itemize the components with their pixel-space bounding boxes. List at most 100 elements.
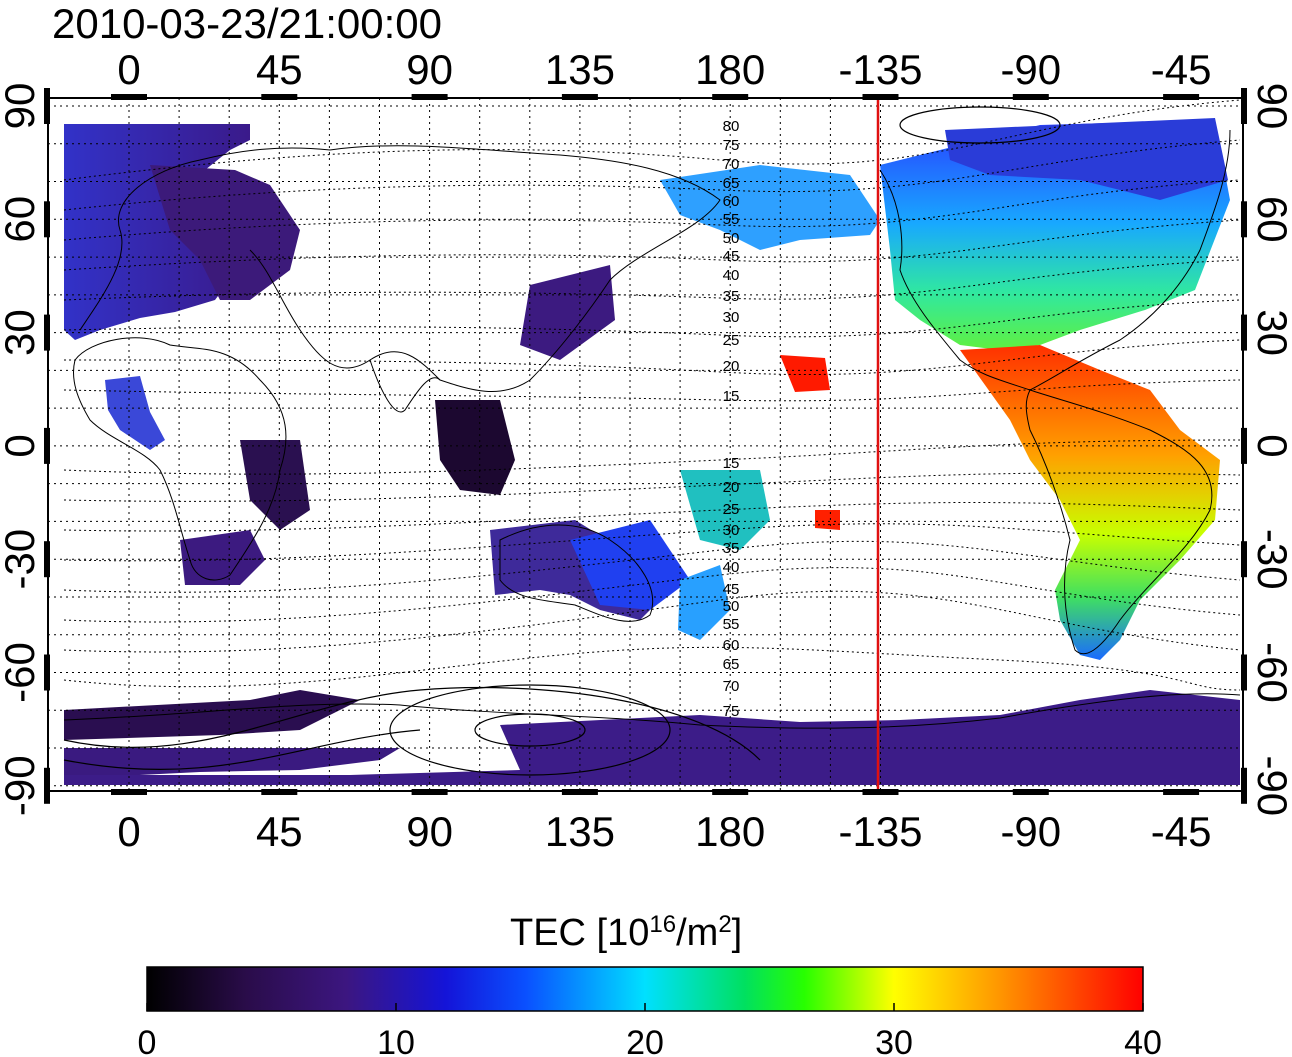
tick-mark — [44, 88, 50, 124]
colorbar-tick-label: 10 — [377, 1024, 415, 1057]
tec-patch-west-africa — [105, 376, 165, 450]
lon-tick-label-top: 180 — [695, 46, 765, 93]
coastline-africa — [72, 337, 287, 581]
lon-tick-label-top: -135 — [838, 46, 922, 93]
contour-label: 70 — [723, 678, 740, 695]
tick-mark — [44, 654, 50, 691]
coastlines — [63, 129, 1241, 729]
graticule — [48, 98, 1243, 791]
tec-data-layer — [64, 118, 1240, 785]
tec-patch-pacific — [680, 470, 770, 550]
tick-mark — [1241, 201, 1247, 238]
tick-mark — [44, 314, 50, 351]
contour-label: 40 — [723, 559, 740, 576]
lat-tick-label-left: -60 — [0, 642, 43, 703]
magnetic-contour — [63, 502, 1241, 532]
lat-tick-label-left: -90 — [0, 755, 43, 816]
tec-patch-east-africa — [240, 440, 310, 530]
lon-tick-label-bottom: 0 — [117, 808, 140, 855]
contour-labels: 8075706560555045403530252015152025303540… — [723, 118, 740, 720]
tick-mark — [1241, 541, 1247, 578]
contour-label: 50 — [723, 230, 740, 247]
tick-mark — [1163, 94, 1200, 100]
colorbar-gradient — [146, 966, 1144, 1012]
map-title: 2010-03-23/21:00:00 — [52, 0, 442, 47]
tick-mark — [1163, 789, 1200, 795]
tick-mark — [411, 789, 448, 795]
lat-tick-label-left: -30 — [0, 529, 43, 590]
tick-mark — [111, 789, 147, 795]
tick-mark — [1241, 88, 1247, 124]
north-pole-ring — [899, 106, 1061, 144]
contour-label: 25 — [723, 332, 740, 349]
magnetic-contour — [63, 99, 1241, 181]
lon-tick-label-top: -90 — [1000, 46, 1061, 93]
tick-mark — [1241, 654, 1247, 691]
contour-label: 15 — [723, 388, 740, 405]
pole-ring — [389, 684, 671, 776]
contour-label: 75 — [723, 703, 740, 720]
pole-ring — [474, 713, 586, 747]
magnetic-contour — [63, 179, 1241, 241]
lat-tick-label-right: 30 — [1249, 309, 1292, 356]
tick-mark — [862, 94, 899, 100]
tick-mark — [561, 789, 598, 795]
lon-tick-label-bottom: 135 — [545, 808, 615, 855]
contour-label: 55 — [723, 211, 740, 228]
colorbar-tick-label: 0 — [138, 1024, 157, 1057]
magnetic-contour — [63, 259, 1241, 301]
contour-label: 80 — [723, 118, 740, 135]
contour-label: 35 — [723, 288, 740, 305]
contour-label: 30 — [723, 309, 740, 326]
tec-patch-indonesia — [435, 400, 515, 495]
pole-ring — [63, 686, 761, 761]
contour-label: 15 — [723, 455, 740, 472]
lon-tick-label-bottom: 180 — [695, 808, 765, 855]
tick-mark — [261, 94, 298, 100]
lon-tick-label-bottom: 90 — [406, 808, 453, 855]
coastline-north-america — [879, 129, 1231, 391]
contour-label: 70 — [723, 156, 740, 173]
tec-patch-north-america — [880, 120, 1230, 350]
lat-tick-label-right: 90 — [1249, 83, 1292, 130]
coastline-asia — [249, 145, 721, 393]
tec-patch-australia — [490, 520, 660, 620]
colorbar-title: TEC [1016/m2] — [510, 911, 742, 955]
coastline-india — [369, 359, 441, 413]
colorbar-ticks: 0 10 20 30 40 — [138, 1003, 1162, 1057]
tec-patch-new-zealand — [678, 565, 730, 640]
tec-patch-canada — [945, 118, 1228, 200]
magnetic-contour — [63, 379, 1241, 402]
contour-label: 60 — [723, 637, 740, 654]
tick-mark — [1012, 789, 1049, 795]
south-magnetic-pole-rings — [63, 106, 1061, 776]
lon-tick-label-top: 0 — [117, 46, 140, 93]
contour-label: 20 — [723, 358, 740, 375]
tec-patch-antarctica-central — [64, 690, 1240, 785]
magnetic-contour — [63, 567, 1241, 623]
magnetic-contour — [63, 339, 1241, 375]
colorbar-tick-label: 30 — [875, 1024, 913, 1057]
tec-patch-asia — [150, 165, 300, 300]
lon-tick-label-bottom: 45 — [256, 808, 303, 855]
colorbar-tick-label: 40 — [1124, 1024, 1162, 1057]
contour-label: 20 — [723, 479, 740, 496]
tec-patch-antarctica — [64, 748, 400, 780]
tec-patch-south-america — [960, 345, 1220, 660]
tec-patch-alaska — [660, 165, 880, 250]
contour-label: 50 — [723, 598, 740, 615]
coastline-europe — [79, 147, 331, 331]
lon-tick-label-top: 135 — [545, 46, 615, 93]
tec-patch-china — [520, 265, 615, 360]
magnetic-latitude-contours — [63, 99, 1241, 691]
lon-tick-label-bottom: -90 — [1000, 808, 1061, 855]
tick-mark — [111, 94, 147, 100]
colorbar-tick-label: 20 — [626, 1024, 664, 1057]
tick-mark — [1012, 94, 1049, 100]
contour-label: 40 — [723, 267, 740, 284]
magnetic-contour — [63, 299, 1241, 338]
tick-mark — [44, 541, 50, 578]
pole-ring — [63, 729, 421, 770]
magnetic-contour — [63, 219, 1241, 271]
